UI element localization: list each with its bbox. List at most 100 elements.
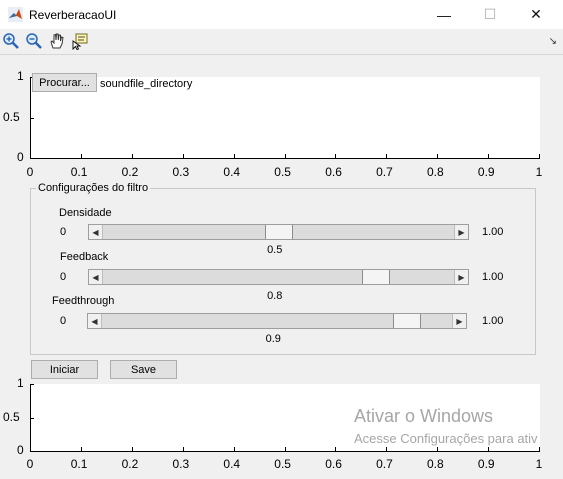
x-tick-label: 0.8 bbox=[427, 165, 444, 179]
x-tick-mark bbox=[30, 154, 31, 158]
slider-thumb[interactable] bbox=[362, 270, 390, 284]
slider-max-label: 1.00 bbox=[482, 315, 504, 327]
data-cursor-icon[interactable] bbox=[71, 32, 89, 50]
right-arrow-icon[interactable]: ▶ bbox=[454, 225, 468, 239]
x-tick-label: 0.5 bbox=[274, 165, 291, 179]
slider-value-label: 0.8 bbox=[267, 290, 283, 302]
pan-hand-icon[interactable] bbox=[48, 32, 66, 50]
x-tick-mark bbox=[335, 154, 337, 158]
x-tick-mark bbox=[182, 154, 184, 158]
zoom-in-icon[interactable] bbox=[2, 32, 20, 50]
minimize-button[interactable]: — bbox=[437, 6, 451, 23]
x-tick-label: 0.6 bbox=[325, 457, 342, 471]
slider-value-label: 0.9 bbox=[265, 333, 281, 345]
y-tick-label: 0.5 bbox=[3, 409, 20, 424]
save-button[interactable]: Save bbox=[110, 360, 177, 379]
x-tick-label: 0.7 bbox=[376, 457, 393, 471]
left-arrow-icon[interactable]: ◀ bbox=[89, 225, 103, 239]
x-tick-mark bbox=[131, 154, 133, 158]
figure-toolbar: ↘ bbox=[0, 29, 563, 55]
x-tick-label: 0.5 bbox=[274, 457, 291, 471]
right-arrow-icon[interactable]: ▶ bbox=[452, 314, 466, 328]
slider-min-label: 0 bbox=[60, 315, 67, 327]
slider-thumb[interactable] bbox=[392, 314, 421, 328]
x-tick-mark bbox=[284, 447, 286, 451]
filter-panel-title: Configurações do filtro bbox=[36, 182, 151, 194]
x-tick-label: 0.3 bbox=[172, 165, 190, 179]
x-tick-mark bbox=[488, 447, 490, 451]
x-tick-mark bbox=[182, 447, 184, 451]
x-tick-label: 0 bbox=[26, 457, 34, 471]
slider-min-label: 0 bbox=[60, 226, 67, 238]
y-tick-label: 0 bbox=[17, 150, 24, 164]
x-tick-mark bbox=[284, 154, 286, 158]
directory-text: soundfile_directory bbox=[100, 78, 193, 90]
y-tick-mark bbox=[30, 417, 34, 419]
activation-watermark-title: Ativar o Windows bbox=[354, 406, 494, 426]
x-tick-mark bbox=[386, 447, 388, 451]
x-tick-mark bbox=[131, 447, 133, 451]
top-axes bbox=[30, 77, 540, 159]
slider-track[interactable]: ◀ ▶ bbox=[88, 269, 469, 285]
slider-thumb[interactable] bbox=[264, 225, 293, 239]
x-tick-label: 0.1 bbox=[70, 457, 88, 471]
x-tick-label: 0.2 bbox=[121, 457, 139, 471]
x-tick-mark bbox=[437, 447, 439, 451]
x-tick-mark bbox=[233, 154, 235, 158]
left-arrow-icon[interactable]: ◀ bbox=[88, 314, 102, 328]
start-button[interactable]: Iniciar bbox=[31, 360, 98, 379]
x-tick-mark bbox=[437, 154, 439, 158]
slider-track[interactable]: ◀ ▶ bbox=[88, 224, 469, 240]
x-tick-mark bbox=[233, 447, 235, 451]
y-tick-mark bbox=[30, 451, 34, 452]
x-tick-mark bbox=[335, 447, 337, 451]
bottom-axes bbox=[30, 384, 540, 452]
maximize-button[interactable]: ☐ bbox=[483, 6, 497, 22]
y-tick-mark bbox=[30, 158, 34, 159]
activation-watermark-subtitle: Acesse Configurações para ativ bbox=[354, 431, 538, 446]
y-tick-label: 1 bbox=[17, 376, 24, 390]
x-tick-label: 0.9 bbox=[477, 165, 495, 179]
x-tick-mark bbox=[539, 154, 540, 158]
title-bar: ReverberacaoUI — ☐ ✕ bbox=[0, 0, 563, 29]
x-tick-label: 1 bbox=[535, 457, 543, 471]
x-tick-label: 0.2 bbox=[121, 165, 139, 179]
x-tick-mark bbox=[80, 447, 82, 451]
x-tick-label: 0.7 bbox=[376, 165, 393, 179]
x-tick-label: 0.3 bbox=[172, 457, 190, 471]
x-tick-label: 0.6 bbox=[325, 165, 342, 179]
slider-value-label: 0.5 bbox=[267, 244, 283, 256]
x-tick-label: 0.4 bbox=[223, 457, 241, 471]
filter-panel bbox=[30, 188, 536, 355]
left-arrow-icon[interactable]: ◀ bbox=[89, 270, 103, 284]
y-tick-mark bbox=[30, 384, 34, 385]
x-tick-mark bbox=[30, 447, 31, 451]
x-tick-label: 0.8 bbox=[427, 457, 444, 471]
slider-label: Feedthrough bbox=[52, 295, 115, 307]
x-tick-mark bbox=[386, 154, 388, 158]
slider-min-label: 0 bbox=[60, 271, 67, 283]
slider-track[interactable]: ◀ ▶ bbox=[87, 313, 467, 329]
matlab-app-icon bbox=[8, 7, 23, 22]
y-tick-mark bbox=[30, 117, 34, 119]
browse-button[interactable]: Procurar... bbox=[32, 73, 97, 92]
right-arrow-icon[interactable]: ▶ bbox=[454, 270, 468, 284]
slider-label: Feedback bbox=[60, 251, 109, 263]
x-tick-mark bbox=[80, 154, 82, 158]
y-tick-label: 0.5 bbox=[3, 109, 20, 124]
x-tick-label: 1 bbox=[535, 165, 543, 179]
x-tick-label: 0.9 bbox=[477, 457, 495, 471]
window-title: ReverberacaoUI bbox=[29, 8, 117, 22]
y-tick-label: 1 bbox=[17, 69, 24, 83]
slider-label: Densidade bbox=[59, 207, 112, 219]
x-tick-mark bbox=[539, 447, 540, 451]
slider-max-label: 1.00 bbox=[482, 226, 504, 238]
x-tick-label: 0 bbox=[26, 165, 34, 179]
close-button[interactable]: ✕ bbox=[530, 6, 542, 22]
x-tick-label: 0.1 bbox=[70, 165, 88, 179]
dock-arrow-icon[interactable]: ↘ bbox=[548, 36, 557, 47]
x-tick-mark bbox=[488, 154, 490, 158]
zoom-out-icon[interactable] bbox=[25, 32, 43, 50]
x-tick-label: 0.4 bbox=[223, 165, 241, 179]
slider-max-label: 1.00 bbox=[482, 271, 504, 283]
